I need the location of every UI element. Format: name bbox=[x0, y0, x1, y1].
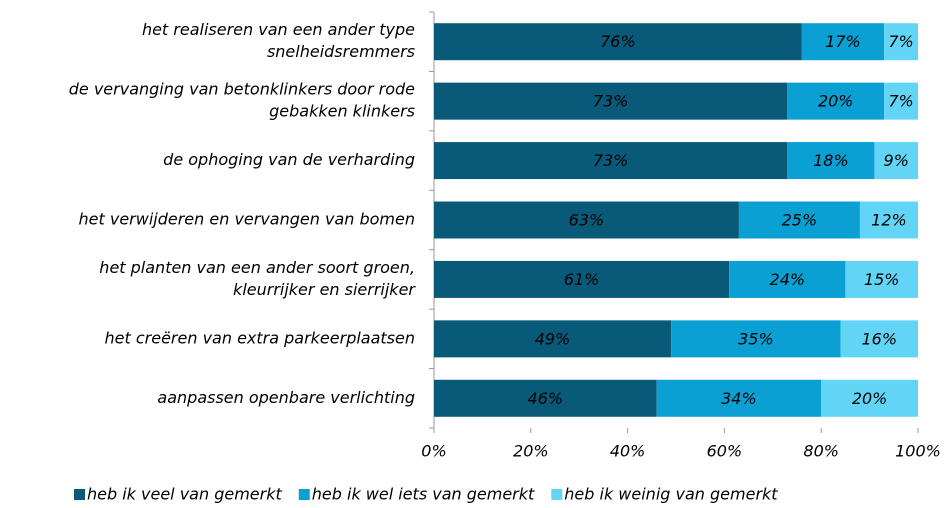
legend-swatch bbox=[74, 489, 85, 500]
bar-segment bbox=[729, 260, 846, 298]
category-label: het creëren van extra parkeerplaatsen bbox=[105, 328, 415, 347]
bar-segment bbox=[434, 260, 730, 298]
bar-segment bbox=[787, 82, 885, 120]
x-tick-label: 100% bbox=[895, 442, 941, 461]
legend-swatch bbox=[298, 489, 310, 500]
bar-segment bbox=[787, 142, 875, 180]
x-tick-label: 20% bbox=[513, 442, 549, 461]
category-label: het realiseren van een ander type bbox=[142, 20, 415, 39]
bar-segment bbox=[821, 379, 918, 417]
data-label: 73% bbox=[593, 151, 629, 170]
data-label: 63% bbox=[569, 211, 605, 230]
bar-segment bbox=[434, 379, 657, 417]
category-label: gebakken klinkers bbox=[269, 102, 415, 121]
bar-segment bbox=[738, 201, 860, 239]
bar-segment bbox=[434, 320, 672, 358]
bar-segment bbox=[434, 82, 788, 120]
data-label: 17% bbox=[825, 32, 861, 51]
data-label: 15% bbox=[864, 270, 900, 289]
data-label: 49% bbox=[535, 329, 571, 348]
bar-segment bbox=[434, 201, 739, 239]
data-label: 20% bbox=[852, 389, 888, 408]
bar-segment bbox=[884, 23, 918, 61]
category-label: de vervanging van betonklinkers door rod… bbox=[69, 80, 415, 99]
data-label: 46% bbox=[528, 389, 564, 408]
bar-segment bbox=[434, 142, 788, 180]
legend-label: heb ik wel iets van gemerkt bbox=[312, 485, 535, 504]
data-label: 18% bbox=[813, 151, 849, 170]
data-label: 7% bbox=[888, 92, 913, 111]
bar-segment bbox=[671, 320, 841, 358]
bar-segment bbox=[874, 142, 918, 180]
legend-label: heb ik veel van gemerkt bbox=[87, 485, 282, 504]
data-label: 20% bbox=[818, 92, 854, 111]
bar-segment bbox=[884, 82, 918, 120]
x-tick-label: 0% bbox=[421, 442, 446, 461]
legend-swatch bbox=[551, 489, 563, 500]
bar-segment bbox=[656, 379, 822, 417]
data-label: 7% bbox=[888, 32, 913, 51]
category-label: kleurrijker en sierrijker bbox=[233, 280, 416, 299]
data-label: 35% bbox=[738, 329, 774, 348]
data-label: 16% bbox=[861, 329, 897, 348]
data-label: 34% bbox=[721, 389, 757, 408]
category-label: de ophoging van de verharding bbox=[163, 150, 415, 169]
x-tick-label: 60% bbox=[707, 442, 743, 461]
bar-segment bbox=[859, 201, 918, 239]
data-label: 9% bbox=[884, 151, 909, 170]
category-label: snelheidsremmers bbox=[267, 42, 415, 61]
category-label: het planten van een ander soort groen, bbox=[99, 258, 415, 277]
bar-segment bbox=[434, 23, 802, 61]
bar-segment bbox=[801, 23, 885, 61]
legend-label: heb ik weinig van gemerkt bbox=[564, 485, 778, 504]
data-label: 12% bbox=[871, 211, 907, 230]
category-label: het verwijderen en vervangen van bomen bbox=[79, 210, 415, 229]
data-label: 76% bbox=[600, 32, 636, 51]
bar-segment bbox=[845, 260, 918, 298]
category-label: aanpassen openbare verlichting bbox=[157, 388, 415, 407]
x-tick-label: 40% bbox=[610, 442, 646, 461]
data-label: 24% bbox=[770, 270, 806, 289]
data-label: 73% bbox=[593, 92, 629, 111]
data-label: 25% bbox=[782, 211, 818, 230]
bar-segment bbox=[840, 320, 918, 358]
x-tick-label: 80% bbox=[803, 442, 839, 461]
data-label: 61% bbox=[564, 270, 600, 289]
